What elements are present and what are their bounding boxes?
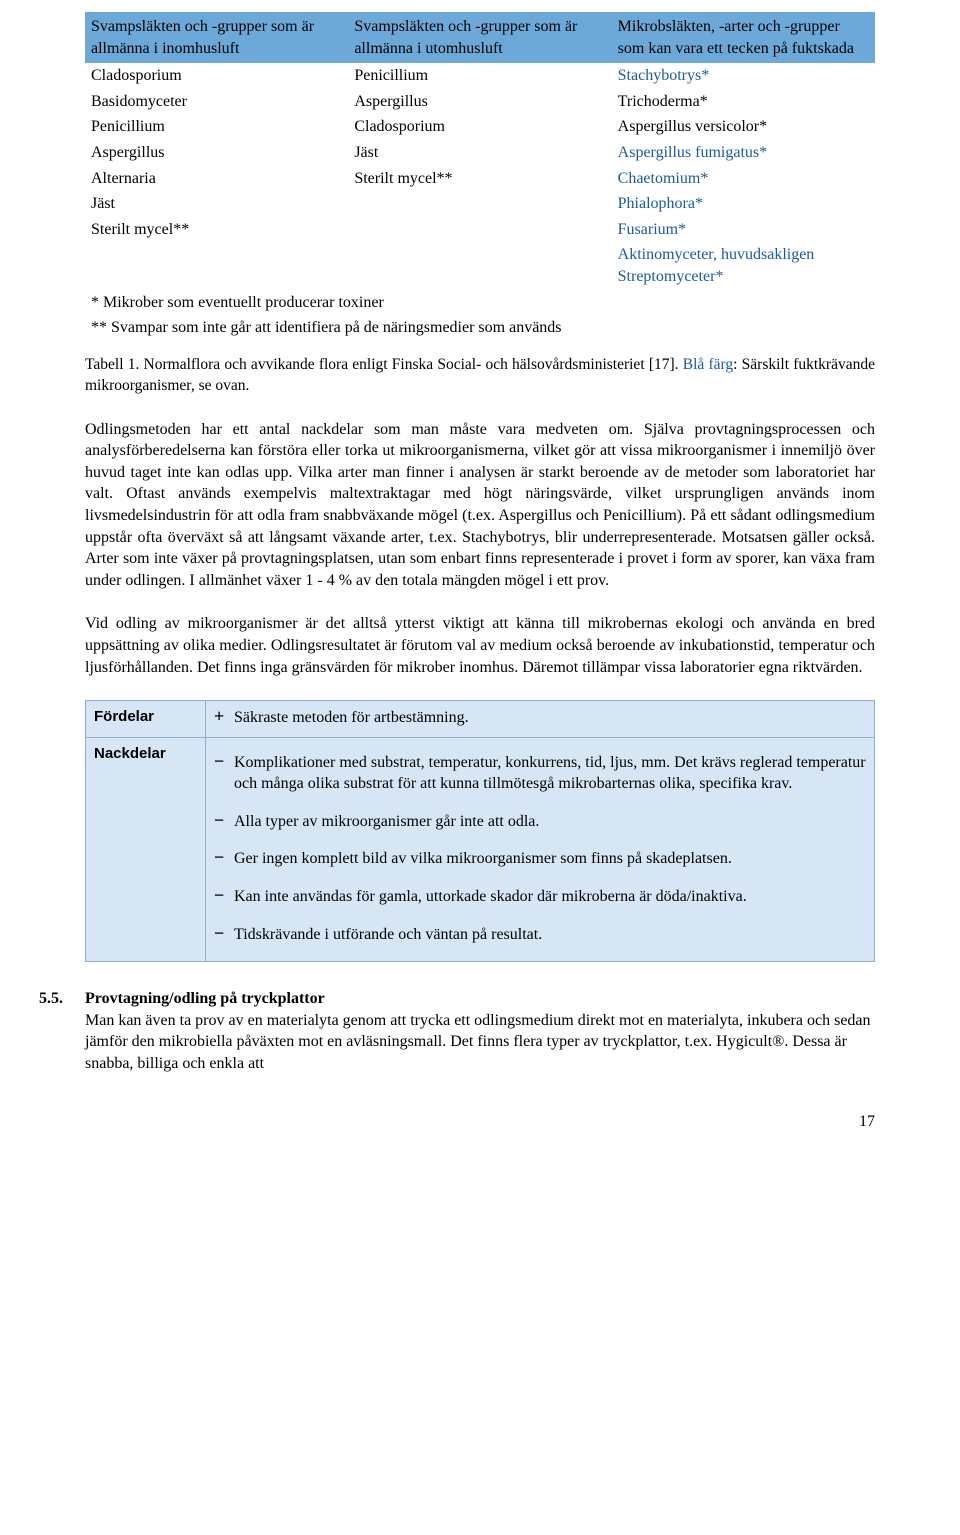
pros-item-text: Säkraste metoden för artbestämning. bbox=[234, 707, 866, 729]
cons-item-text: Alla typer av mikroorganismer går inte a… bbox=[234, 811, 866, 833]
table-footnote-2: ** Svampar som inte går att identifiera … bbox=[85, 315, 875, 341]
pros-content: +Säkraste metoden för artbestämning. bbox=[206, 701, 875, 738]
table-cell: Jäst bbox=[85, 191, 348, 217]
section-number: 5.5. bbox=[39, 988, 85, 1010]
table-cell: Basidomyceter bbox=[85, 89, 348, 115]
proscons-table: Fördelar +Säkraste metoden för artbestäm… bbox=[85, 700, 875, 962]
minus-icon: − bbox=[214, 848, 234, 868]
paragraph-1: Odlingsmetoden har ett antal nackdelar s… bbox=[85, 419, 875, 592]
cons-item: −Tidskrävande i utförande och väntan på … bbox=[214, 916, 866, 954]
table-row: Jäst Phialophora* bbox=[85, 191, 875, 217]
table-cell: Aspergillus bbox=[348, 89, 611, 115]
pros-item: +Säkraste metoden för artbestämning. bbox=[214, 707, 866, 729]
table-cell: Sterilt mycel** bbox=[85, 217, 348, 243]
table-cell: Chaetomium* bbox=[612, 166, 875, 192]
cons-content: −Komplikationer med substrat, temperatur… bbox=[206, 737, 875, 962]
table-cell bbox=[348, 217, 611, 243]
caption-blue-label: Blå färg bbox=[683, 356, 733, 373]
table-cell bbox=[85, 242, 348, 289]
table-cell: Cladosporium bbox=[85, 63, 348, 89]
minus-icon: − bbox=[214, 886, 234, 906]
table-footnote-1: * Mikrober som eventuellt producerar tox… bbox=[85, 290, 875, 316]
cons-item: −Komplikationer med substrat, temperatur… bbox=[214, 744, 866, 803]
table-cell: Fusarium* bbox=[612, 217, 875, 243]
col-header-2: Svampsläkten och -grupper som är allmänn… bbox=[348, 12, 611, 63]
col-header-3: Mikrobsläkten, -arter och -grupper som k… bbox=[612, 12, 875, 63]
cons-label: Nackdelar bbox=[86, 737, 206, 962]
cons-item: −Alla typer av mikroorganismer går inte … bbox=[214, 803, 866, 841]
table-cell: Sterilt mycel** bbox=[348, 166, 611, 192]
table-cell: Penicillium bbox=[348, 63, 611, 89]
table-cell: Aspergillus bbox=[85, 140, 348, 166]
section-body: Man kan även ta prov av en materialyta g… bbox=[85, 1010, 875, 1075]
table-cell: Penicillium bbox=[85, 114, 348, 140]
table-cell bbox=[348, 242, 611, 289]
table-cell: Trichoderma* bbox=[612, 89, 875, 115]
table-row: AlternariaSterilt mycel**Chaetomium* bbox=[85, 166, 875, 192]
table-cell: Cladosporium bbox=[348, 114, 611, 140]
page-number: 17 bbox=[85, 1111, 875, 1133]
table-row: BasidomyceterAspergillusTrichoderma* bbox=[85, 89, 875, 115]
table-cell: Jäst bbox=[348, 140, 611, 166]
cons-item: −Kan inte användas för gamla, uttorkade … bbox=[214, 878, 866, 916]
species-table-body: CladosporiumPenicilliumStachybotrys*Basi… bbox=[85, 63, 875, 289]
table-cell: Phialophora* bbox=[612, 191, 875, 217]
plus-icon: + bbox=[214, 707, 234, 727]
minus-icon: − bbox=[214, 752, 234, 772]
col-header-1: Svampsläkten och -grupper som är allmänn… bbox=[85, 12, 348, 63]
table-row: PenicilliumCladosporiumAspergillus versi… bbox=[85, 114, 875, 140]
cons-item-text: Kan inte användas för gamla, uttorkade s… bbox=[234, 886, 866, 908]
caption-prefix: Tabell 1. Normalflora och avvikande flor… bbox=[85, 356, 683, 373]
table-cell: Aspergillus fumigatus* bbox=[612, 140, 875, 166]
table-cell bbox=[348, 191, 611, 217]
table-row: Aktinomyceter, huvudsakligen Streptomyce… bbox=[85, 242, 875, 289]
pros-label: Fördelar bbox=[86, 701, 206, 738]
minus-icon: − bbox=[214, 811, 234, 831]
section-heading: 5.5.Provtagning/odling på tryckplattor bbox=[85, 988, 875, 1010]
species-table: Svampsläkten och -grupper som är allmänn… bbox=[85, 12, 875, 341]
table-cell: Aktinomyceter, huvudsakligen Streptomyce… bbox=[612, 242, 875, 289]
cons-item-text: Tidskrävande i utförande och väntan på r… bbox=[234, 924, 866, 946]
table-cell: Stachybotrys* bbox=[612, 63, 875, 89]
table-cell: Alternaria bbox=[85, 166, 348, 192]
section-title: Provtagning/odling på tryckplattor bbox=[85, 990, 325, 1007]
cons-item-text: Komplikationer med substrat, temperatur,… bbox=[234, 752, 866, 795]
table-row: CladosporiumPenicilliumStachybotrys* bbox=[85, 63, 875, 89]
table-cell: Aspergillus versicolor* bbox=[612, 114, 875, 140]
table-row: AspergillusJästAspergillus fumigatus* bbox=[85, 140, 875, 166]
cons-item: −Ger ingen komplett bild av vilka mikroo… bbox=[214, 840, 866, 878]
cons-item-text: Ger ingen komplett bild av vilka mikroor… bbox=[234, 848, 866, 870]
table-row: Sterilt mycel** Fusarium* bbox=[85, 217, 875, 243]
paragraph-2: Vid odling av mikroorganismer är det all… bbox=[85, 613, 875, 678]
minus-icon: − bbox=[214, 924, 234, 944]
table-caption: Tabell 1. Normalflora och avvikande flor… bbox=[85, 355, 875, 397]
